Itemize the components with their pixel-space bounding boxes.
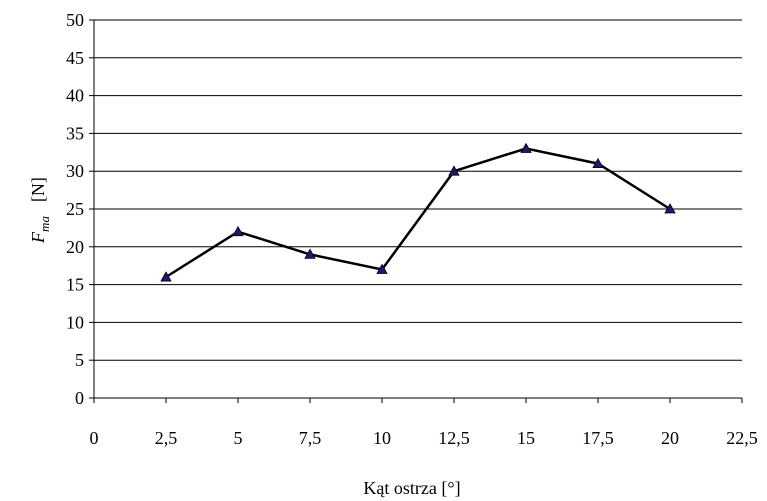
data-point-marker	[232, 225, 244, 237]
y-tick-label: 5	[75, 350, 84, 370]
axes	[89, 19, 743, 403]
x-tick-label: 20	[661, 428, 679, 448]
gridlines	[94, 19, 742, 361]
y-tick-label: 15	[66, 275, 84, 295]
data-point-marker	[520, 142, 532, 153]
data-point-marker	[448, 165, 460, 176]
x-tick-label: 7,5	[299, 428, 322, 448]
x-tick-label: 17,5	[582, 428, 614, 448]
y-tick-label: 10	[66, 312, 84, 332]
y-tick-label: 40	[66, 86, 84, 106]
y-tick-label: 35	[66, 123, 84, 143]
data-point-marker	[592, 157, 604, 169]
x-tick-labels: 0 2,5 5 7,5 10 12,5 15 17,5 20 22,5	[90, 428, 758, 448]
data-point-marker	[664, 203, 676, 214]
y-tick-label: 25	[66, 199, 84, 219]
x-tick-label: 5	[234, 428, 243, 448]
y-tick-labels: 0 5 10 15 20 25 30 35 40 45 50	[66, 10, 84, 408]
x-axis-title: Kąt ostrza [°]	[363, 478, 460, 498]
y-tick-label: 0	[75, 388, 84, 408]
y-tick-label: 30	[66, 161, 84, 181]
y-axis-symbol: F	[28, 231, 48, 244]
series-line	[165, 147, 671, 279]
y-tick-label: 50	[66, 10, 84, 30]
data-point-marker	[160, 271, 172, 282]
y-axis-unit: [N]	[28, 177, 48, 202]
series	[160, 142, 676, 282]
y-axis-title: Fma [N]	[28, 177, 52, 244]
x-tick-label: 15	[517, 428, 535, 448]
x-tick-label: 0	[90, 428, 99, 448]
x-tick-label: 12,5	[438, 428, 470, 448]
data-point-marker	[376, 263, 388, 274]
x-tick-label: 22,5	[726, 428, 758, 448]
data-point-marker	[304, 248, 316, 259]
x-tick-label: 10	[373, 428, 391, 448]
y-tick-label: 20	[66, 237, 84, 257]
y-tick-label: 45	[66, 48, 84, 68]
x-tick-label: 2,5	[155, 428, 178, 448]
y-axis-subscript: ma	[37, 216, 52, 232]
